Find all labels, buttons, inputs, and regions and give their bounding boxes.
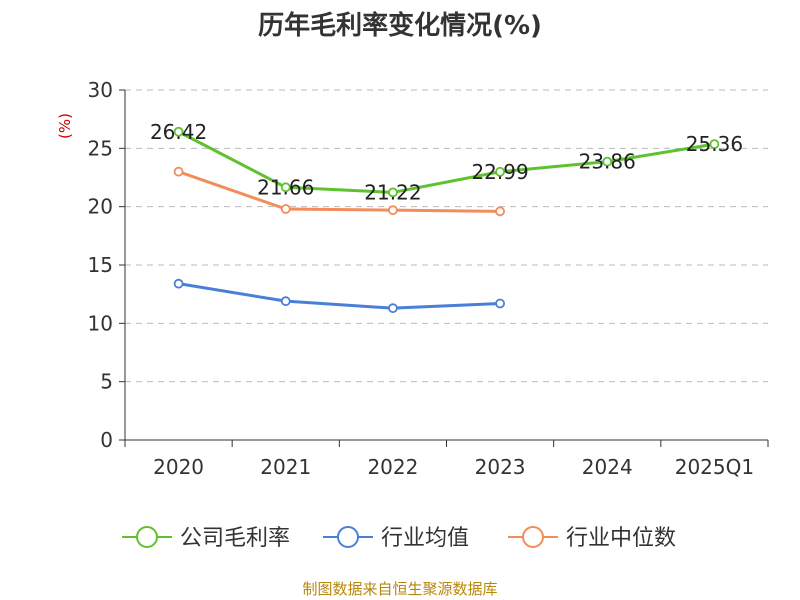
legend-item-0[interactable]: 公司毛利率 [122,526,290,551]
series-1 [173,278,505,314]
data-point[interactable] [280,182,291,193]
data-point[interactable] [280,296,291,307]
x-tick-label: 2020 [153,455,204,479]
x-tick-label: 2021 [260,455,311,479]
y-tick-label: 15 [88,253,113,277]
series-2 [173,166,505,217]
series-0 [173,126,720,198]
data-point[interactable] [173,166,184,177]
y-axis-unit-label: (%) [56,113,74,139]
data-point[interactable] [173,126,184,137]
data-label: 22.99 [471,160,528,184]
data-label: 23.86 [579,150,636,174]
legend-label: 行业中位数 [566,526,676,551]
data-labels: 26.42 21.66 21.22 22.99 23.86 25.36 [150,120,743,205]
legend-marker [136,526,158,548]
data-point[interactable] [602,156,613,167]
y-tick-label: 0 [100,428,113,452]
series-lines [173,126,720,314]
x-tick-label: 2024 [582,455,633,479]
legend-label: 行业均值 [381,526,469,551]
y-tick-label: 30 [88,78,113,102]
data-label: 21.22 [364,180,421,204]
source-note: 制图数据来自恒生聚源数据库 [302,580,497,598]
x-tick-label: 2025Q1 [675,455,754,479]
legend-label: 公司毛利率 [180,526,290,551]
chart-title: 历年毛利率变化情况(%) [258,10,542,41]
y-tick-label: 20 [88,195,113,219]
legend-item-1[interactable]: 行业均值 [323,526,469,551]
data-point[interactable] [173,278,184,289]
data-point[interactable] [280,204,291,214]
series-line [177,130,715,194]
legend-marker [337,526,359,548]
series-line [178,282,501,310]
legend-marker [522,526,544,548]
axes: 0 5 10 15 20 25 30 2020 2021 2022 2023 2024 2025Q1 [88,78,769,479]
series-line [178,170,501,213]
grid-lines [125,89,768,383]
x-tick-label: 2023 [475,455,526,479]
data-point[interactable] [495,166,505,177]
data-point[interactable] [709,139,720,150]
data-label: 21.66 [257,175,314,199]
y-tick-label: 5 [100,370,113,394]
data-point[interactable] [388,303,398,314]
data-label: 26.42 [150,120,207,144]
legend: 公司毛利率 行业均值 行业中位数 [122,526,676,551]
legend-item-2[interactable]: 行业中位数 [508,526,676,551]
x-tick-label: 2022 [367,455,418,479]
data-label: 25.36 [686,132,743,156]
data-point[interactable] [388,205,398,216]
data-point[interactable] [495,298,505,309]
data-point[interactable] [495,206,505,217]
y-tick-label: 10 [88,311,113,335]
data-point[interactable] [388,187,398,198]
y-tick-label: 25 [88,136,113,160]
